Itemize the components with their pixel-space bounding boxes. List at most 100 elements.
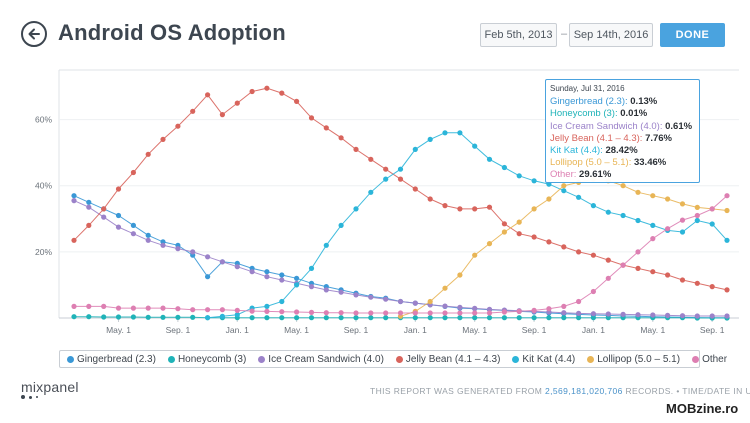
- data-point[interactable]: [338, 222, 344, 228]
- done-button[interactable]: DONE: [660, 23, 725, 47]
- data-point[interactable]: [308, 265, 315, 271]
- data-point[interactable]: [709, 284, 715, 290]
- data-point[interactable]: [368, 156, 374, 162]
- data-point[interactable]: [590, 203, 597, 209]
- data-point[interactable]: [442, 310, 448, 316]
- data-point[interactable]: [234, 312, 240, 318]
- data-point[interactable]: [457, 272, 463, 278]
- data-point[interactable]: [234, 264, 240, 270]
- data-point[interactable]: [412, 310, 418, 316]
- data-point[interactable]: [219, 313, 225, 319]
- data-point[interactable]: [531, 315, 537, 321]
- data-point[interactable]: [219, 259, 225, 265]
- data-point[interactable]: [516, 308, 522, 314]
- data-point[interactable]: [279, 309, 285, 315]
- data-point[interactable]: [190, 249, 196, 255]
- data-point[interactable]: [323, 315, 329, 321]
- data-point[interactable]: [190, 307, 196, 313]
- legend-item[interactable]: Honeycomb (3): [167, 354, 246, 365]
- data-point[interactable]: [724, 287, 730, 293]
- data-point[interactable]: [412, 300, 418, 306]
- data-point[interactable]: [427, 196, 433, 202]
- data-point[interactable]: [101, 314, 107, 320]
- data-point[interactable]: [694, 217, 700, 224]
- data-point[interactable]: [412, 315, 418, 321]
- data-point[interactable]: [665, 312, 671, 318]
- data-point[interactable]: [308, 315, 315, 321]
- data-point[interactable]: [486, 204, 493, 210]
- data-point[interactable]: [650, 269, 656, 275]
- data-point[interactable]: [264, 269, 270, 275]
- data-point[interactable]: [175, 314, 181, 320]
- data-point[interactable]: [531, 307, 537, 313]
- data-point[interactable]: [709, 221, 715, 227]
- data-point[interactable]: [605, 311, 611, 317]
- data-point[interactable]: [264, 308, 270, 314]
- data-point[interactable]: [576, 298, 582, 305]
- data-point[interactable]: [219, 112, 225, 118]
- data-point[interactable]: [279, 277, 285, 283]
- data-point[interactable]: [561, 310, 567, 316]
- data-point[interactable]: [531, 178, 537, 184]
- data-point[interactable]: [353, 146, 359, 152]
- data-point[interactable]: [679, 201, 686, 207]
- data-point[interactable]: [383, 310, 389, 316]
- data-point[interactable]: [679, 229, 686, 235]
- data-point[interactable]: [576, 315, 582, 321]
- data-point[interactable]: [694, 280, 700, 286]
- data-point[interactable]: [679, 313, 686, 319]
- data-point[interactable]: [353, 292, 359, 298]
- data-point[interactable]: [576, 310, 582, 316]
- data-point[interactable]: [86, 222, 92, 228]
- data-point[interactable]: [175, 306, 181, 312]
- data-point[interactable]: [130, 169, 136, 176]
- data-point[interactable]: [115, 212, 122, 219]
- data-point[interactable]: [516, 219, 522, 225]
- data-point[interactable]: [472, 315, 478, 321]
- data-point[interactable]: [724, 313, 730, 319]
- data-point[interactable]: [531, 206, 537, 212]
- data-point[interactable]: [279, 90, 285, 96]
- data-point[interactable]: [234, 100, 240, 106]
- data-point[interactable]: [294, 275, 300, 281]
- data-point[interactable]: [561, 244, 567, 250]
- data-point[interactable]: [472, 305, 478, 311]
- data-point[interactable]: [679, 217, 686, 223]
- data-point[interactable]: [724, 207, 730, 214]
- data-point[interactable]: [576, 194, 582, 200]
- data-point[interactable]: [650, 193, 656, 199]
- data-point[interactable]: [605, 275, 611, 281]
- data-point[interactable]: [368, 189, 374, 195]
- data-point[interactable]: [338, 310, 344, 316]
- data-point[interactable]: [145, 151, 151, 157]
- data-point[interactable]: [501, 221, 507, 227]
- data-point[interactable]: [279, 315, 285, 321]
- data-point[interactable]: [279, 272, 285, 278]
- data-point[interactable]: [590, 315, 597, 321]
- data-point[interactable]: [234, 307, 240, 313]
- data-point[interactable]: [115, 186, 122, 192]
- data-point[interactable]: [71, 198, 77, 204]
- data-point[interactable]: [383, 176, 389, 182]
- data-point[interactable]: [219, 307, 225, 313]
- data-point[interactable]: [294, 309, 300, 315]
- data-point[interactable]: [694, 313, 700, 319]
- data-point[interactable]: [383, 296, 389, 302]
- data-point[interactable]: [590, 252, 597, 258]
- data-point[interactable]: [486, 315, 493, 321]
- data-point[interactable]: [368, 315, 374, 321]
- data-point[interactable]: [665, 272, 671, 278]
- data-point[interactable]: [294, 282, 300, 288]
- data-point[interactable]: [397, 298, 404, 305]
- data-point[interactable]: [383, 166, 389, 172]
- data-point[interactable]: [546, 315, 552, 321]
- data-point[interactable]: [650, 222, 656, 228]
- data-point[interactable]: [338, 289, 344, 295]
- data-point[interactable]: [442, 303, 448, 309]
- data-point[interactable]: [620, 311, 626, 317]
- data-point[interactable]: [412, 186, 418, 192]
- data-point[interactable]: [175, 246, 181, 252]
- data-point[interactable]: [205, 307, 211, 313]
- data-point[interactable]: [620, 212, 626, 219]
- data-point[interactable]: [427, 315, 433, 321]
